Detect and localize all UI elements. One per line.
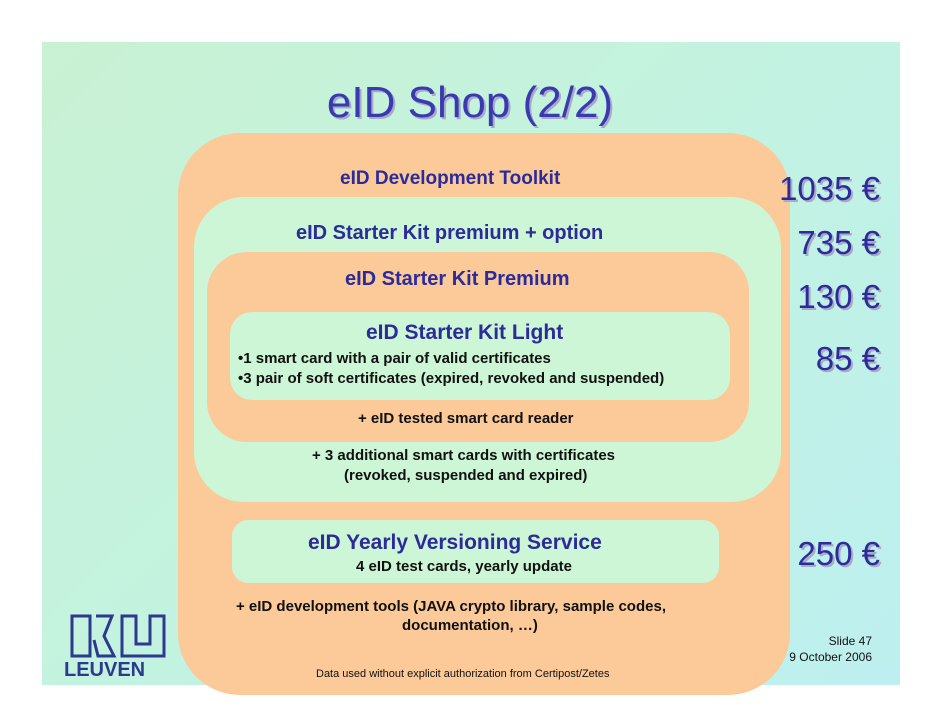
- versioning-box: [232, 520, 719, 583]
- reader-label: + eID tested smart card reader: [358, 410, 574, 427]
- light-item-2: •3 pair of soft certificates (expired, r…: [238, 370, 665, 387]
- slide-title: eID Shop (2/2): [326, 78, 614, 127]
- price-premium-option: 735 €: [797, 224, 880, 261]
- footer-note: Data used without explicit authorization…: [316, 668, 610, 680]
- versioning-sublabel: 4 eID test cards, yearly update: [356, 558, 572, 575]
- slide-date: 9 October 2006: [789, 650, 872, 664]
- price-versioning: 250 €: [797, 535, 880, 572]
- light-box: [230, 312, 730, 400]
- price-toolkit: 1035 €: [779, 170, 880, 207]
- versioning-label: eID Yearly Versioning Service: [308, 531, 602, 554]
- slide-number: Slide 47: [828, 634, 872, 648]
- additional-cards-line-2: (revoked, suspended and expired): [344, 467, 588, 484]
- logo-text: LEUVEN: [64, 659, 145, 680]
- light-item-1: •1 smart card with a pair of valid certi…: [238, 350, 551, 367]
- premium-label: eID Starter Kit Premium: [345, 268, 570, 290]
- devtools-line-2: documentation, …): [402, 617, 538, 634]
- devtools-line-1: + eID development tools (JAVA crypto lib…: [236, 598, 666, 615]
- price-premium: 130 €: [797, 278, 880, 315]
- light-label: eID Starter Kit Light: [366, 321, 564, 344]
- premium-option-label: eID Starter Kit premium + option: [296, 222, 604, 244]
- ku-leuven-logo: LEUVEN: [64, 614, 166, 680]
- additional-cards-line-1: + 3 additional smart cards with certific…: [312, 447, 616, 464]
- toolkit-label: eID Development Toolkit: [340, 168, 561, 189]
- price-light: 85 €: [815, 340, 880, 377]
